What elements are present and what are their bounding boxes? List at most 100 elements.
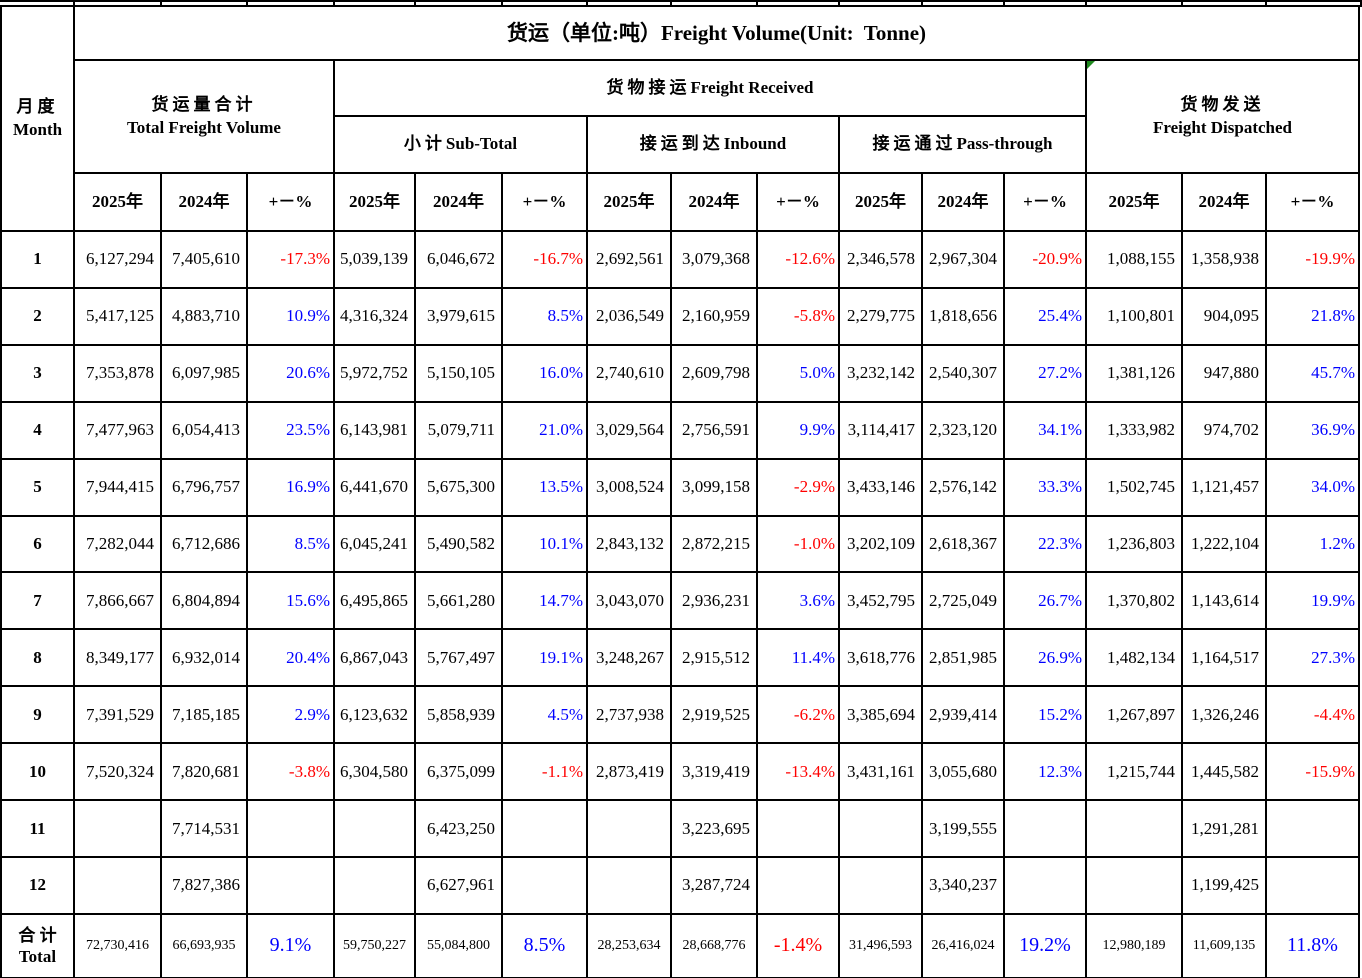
pct-cell: 10.1% — [503, 516, 588, 574]
pct-cell: 13.5% — [503, 459, 588, 517]
data-cell: 3,979,615 — [416, 288, 503, 346]
data-cell: 3,431,161 — [840, 744, 923, 802]
pct-cell: 22.3% — [1005, 516, 1087, 574]
pct-cell: -1.1% — [503, 744, 588, 802]
data-cell: 3,055,680 — [923, 744, 1005, 802]
data-cell: 6,423,250 — [416, 801, 503, 858]
pct-cell: 27.2% — [1005, 345, 1087, 403]
data-cell: 7,405,610 — [162, 232, 248, 289]
pct-cell: 2.9% — [248, 687, 335, 745]
data-cell: 6,046,672 — [416, 232, 503, 289]
pct-cell: 34.1% — [1005, 402, 1087, 460]
pct-cell: 8.5% — [248, 516, 335, 574]
pct-header: +－% — [1005, 174, 1087, 232]
total-data-cell: 11,609,135 — [1183, 914, 1267, 978]
data-cell: 2,936,231 — [672, 573, 758, 631]
year-header-2025: 2025年 — [588, 174, 672, 232]
data-cell: 2,725,049 — [923, 573, 1005, 631]
data-cell: 7,391,529 — [75, 687, 162, 745]
year-header-2025: 2025年 — [1087, 174, 1183, 232]
pct-cell: 45.7% — [1267, 345, 1360, 403]
data-cell: 3,199,555 — [923, 801, 1005, 858]
data-cell: 2,323,120 — [923, 402, 1005, 460]
data-cell: 6,627,961 — [416, 857, 503, 915]
data-cell: 6,932,014 — [162, 630, 248, 688]
cell-corner-flag-icon — [1087, 61, 1095, 69]
pct-cell: 20.6% — [248, 345, 335, 403]
column-grid-tick — [1181, 2, 1183, 7]
received-group-zh: 货物接运 — [606, 77, 691, 97]
data-cell — [75, 801, 162, 858]
month-cell: 5 — [2, 459, 75, 517]
data-cell: 1,381,126 — [1087, 345, 1183, 403]
pct-cell: 8.5% — [503, 288, 588, 346]
data-cell: 1,370,802 — [1087, 573, 1183, 631]
total-label-zh: 合 计 — [18, 925, 57, 945]
data-cell: 6,712,686 — [162, 516, 248, 574]
data-cell: 8,349,177 — [75, 630, 162, 688]
data-cell: 1,482,134 — [1087, 630, 1183, 688]
data-cell — [75, 857, 162, 915]
data-cell: 2,873,419 — [588, 744, 672, 802]
data-cell: 3,043,070 — [588, 573, 672, 631]
total-data-cell: 28,668,776 — [672, 914, 758, 978]
pct-cell: 5.0% — [758, 345, 840, 403]
inbound-zh: 接运到达 — [639, 134, 724, 154]
group-header-passthrough: 接运通过 Pass-through — [840, 117, 1087, 174]
data-cell: 2,692,561 — [588, 232, 672, 289]
column-grid-tick — [670, 2, 672, 7]
data-cell: 1,358,938 — [1183, 232, 1267, 289]
year-header-2025: 2025年 — [335, 174, 416, 232]
data-cell — [588, 857, 672, 915]
pct-cell: 1.2% — [1267, 516, 1360, 574]
pct-cell: -12.6% — [758, 232, 840, 289]
data-cell: 1,445,582 — [1183, 744, 1267, 802]
total-data-cell: 55,084,800 — [416, 914, 503, 978]
data-cell: 3,079,368 — [672, 232, 758, 289]
data-cell: 1,222,104 — [1183, 516, 1267, 574]
year-header-2024: 2024年 — [672, 174, 758, 232]
pct-cell: 16.0% — [503, 345, 588, 403]
data-cell: 1,267,897 — [1087, 687, 1183, 745]
data-cell: 5,490,582 — [416, 516, 503, 574]
data-cell: 6,123,632 — [335, 687, 416, 745]
data-cell: 3,008,524 — [588, 459, 672, 517]
data-cell: 2,160,959 — [672, 288, 758, 346]
pct-header: +－% — [758, 174, 840, 232]
data-cell: 1,143,614 — [1183, 573, 1267, 631]
data-cell: 6,045,241 — [335, 516, 416, 574]
data-cell: 5,039,139 — [335, 232, 416, 289]
month-header-zh: 月度 — [16, 96, 59, 116]
data-cell: 1,291,281 — [1183, 801, 1267, 858]
pct-cell: 36.9% — [1267, 402, 1360, 460]
inbound-en: Inbound — [723, 134, 787, 154]
month-cell: 10 — [2, 744, 75, 802]
data-cell: 7,714,531 — [162, 801, 248, 858]
year-header-2024: 2024年 — [416, 174, 503, 232]
data-cell: 974,702 — [1183, 402, 1267, 460]
data-cell: 1,326,246 — [1183, 687, 1267, 745]
column-grid-tick — [414, 2, 416, 7]
pct-cell: 27.3% — [1267, 630, 1360, 688]
data-cell: 3,114,417 — [840, 402, 923, 460]
pct-cell: 4.5% — [503, 687, 588, 745]
pct-cell — [1267, 801, 1360, 858]
data-cell: 2,756,591 — [672, 402, 758, 460]
pct-cell — [248, 857, 335, 915]
data-cell: 3,099,158 — [672, 459, 758, 517]
passthrough-en: Pass-through — [956, 134, 1053, 154]
pct-cell: 25.4% — [1005, 288, 1087, 346]
data-cell: 6,441,670 — [335, 459, 416, 517]
data-cell: 7,520,324 — [75, 744, 162, 802]
data-cell: 5,079,711 — [416, 402, 503, 460]
month-cell: 6 — [2, 516, 75, 574]
data-cell: 1,502,745 — [1087, 459, 1183, 517]
month-cell: 9 — [2, 687, 75, 745]
pct-cell — [758, 857, 840, 915]
pct-cell: -1.0% — [758, 516, 840, 574]
data-cell: 2,618,367 — [923, 516, 1005, 574]
total-data-cell: 72,730,416 — [75, 914, 162, 978]
data-cell: 2,915,512 — [672, 630, 758, 688]
pct-cell: 15.6% — [248, 573, 335, 631]
total-pct-cell: 9.1% — [248, 914, 335, 978]
